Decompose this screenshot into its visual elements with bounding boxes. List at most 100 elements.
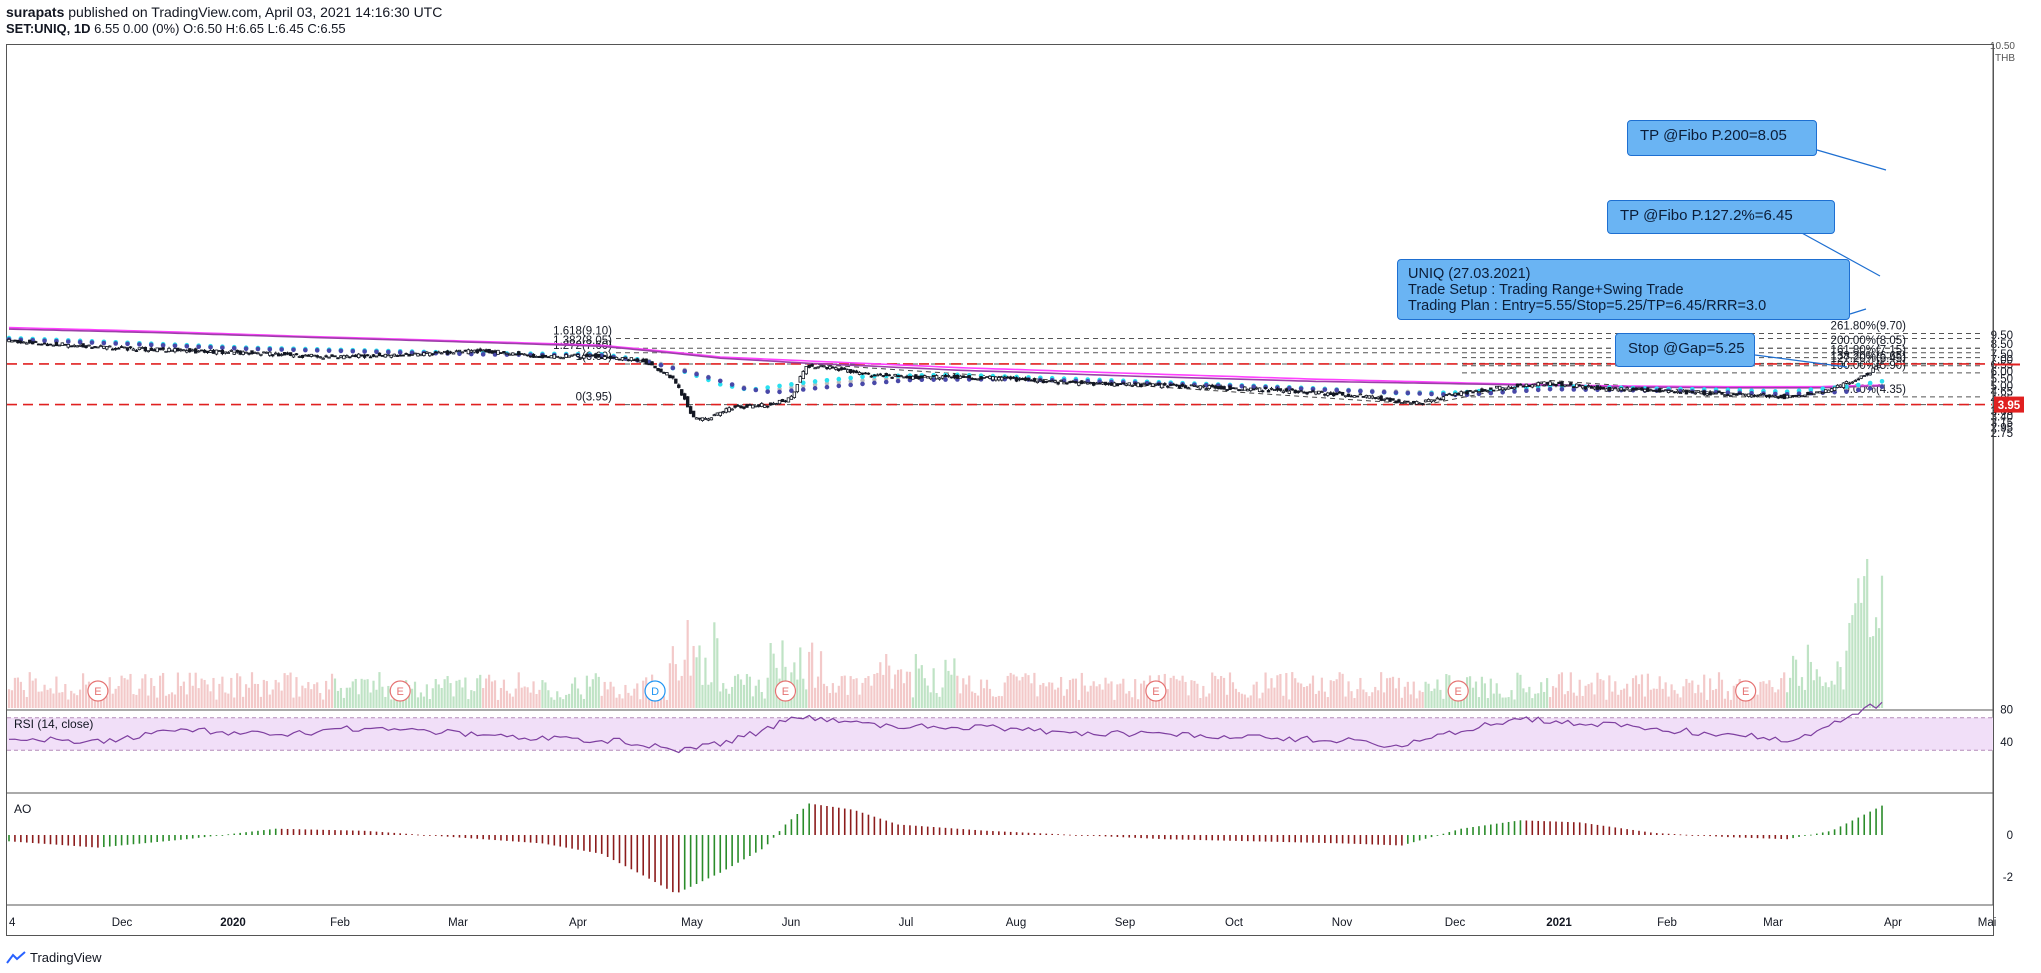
rsi-label[interactable]: RSI (14, close) [14, 717, 94, 731]
candle-body [1198, 385, 1203, 390]
ao-bar [393, 832, 396, 835]
volume-bar [796, 679, 799, 708]
ao-bar [677, 835, 680, 893]
volume-bar [1460, 698, 1463, 708]
ao-label[interactable]: AO [14, 802, 32, 816]
dividend-marker-icon [644, 680, 666, 702]
ema-dot [1867, 386, 1873, 391]
candle-body [857, 372, 862, 375]
volume-bar [1620, 689, 1623, 708]
volume-bar [117, 685, 120, 708]
candle-body [1337, 391, 1342, 394]
volume-bar [1480, 676, 1484, 708]
volume-bar [1783, 672, 1786, 708]
candle-body [167, 347, 171, 352]
ao-bar [749, 835, 751, 856]
volume-bar [102, 692, 105, 708]
volume-bar [1142, 680, 1146, 708]
candle-body [795, 384, 800, 393]
ao-bar [1169, 835, 1172, 840]
candle-body [1586, 385, 1591, 388]
volume-bar [40, 691, 43, 708]
volume-bar [855, 678, 858, 708]
volume-bar [1851, 615, 1854, 708]
candle-body [958, 375, 963, 379]
volume-bar [627, 692, 630, 708]
callout-tp-200[interactable]: TP @Fibo P.200=8.05 [1627, 120, 1817, 156]
candle-body [1192, 385, 1197, 387]
author-name[interactable]: surapats [6, 4, 65, 20]
volume-bar [1288, 699, 1291, 708]
callout-trade-plan[interactable]: UNIQ (27.03.2021) Trade Setup : Trading … [1397, 259, 1850, 320]
volume-bar [1477, 697, 1481, 708]
volume-bar [233, 697, 236, 708]
candle-body [1083, 381, 1087, 384]
ao-bar [1175, 835, 1178, 840]
volume-bar [1732, 685, 1735, 708]
ao-bar [903, 824, 905, 835]
level-price-tag [1994, 396, 2024, 413]
footer-brand[interactable]: TradingView [6, 950, 102, 965]
candle-body [828, 365, 832, 370]
candle-body [1323, 393, 1327, 396]
candle-body [1764, 394, 1769, 398]
volume-bar [876, 672, 879, 708]
volume-bar [316, 682, 319, 708]
candle-body [1687, 390, 1692, 393]
candle-body [564, 354, 568, 358]
candle-body [807, 364, 811, 368]
candle-body [893, 373, 897, 377]
ema-dot [89, 340, 95, 345]
ao-bar [14, 835, 16, 842]
ao-bar [1235, 835, 1237, 841]
ao-bar [1442, 833, 1445, 835]
ao-bar [897, 824, 899, 835]
candle-body [1011, 376, 1016, 379]
volume-bar [191, 685, 194, 708]
candle-body [733, 405, 737, 408]
candle-body [1415, 401, 1419, 405]
candle-body [1142, 382, 1146, 385]
ema-dot [1867, 380, 1873, 386]
candle-body [386, 354, 391, 357]
volume-bar [144, 674, 147, 708]
volume-bar [1199, 697, 1202, 708]
candle-body [235, 349, 239, 353]
candle-body [644, 358, 648, 365]
candle-body [324, 355, 328, 358]
candle-body [1862, 375, 1866, 377]
candle-body [706, 418, 711, 421]
candle-body [1278, 388, 1283, 391]
candle-body [45, 343, 50, 347]
volume-bar [1080, 672, 1083, 708]
candle-body [691, 410, 696, 418]
ao-bar [85, 835, 87, 847]
candle-body [1204, 388, 1208, 390]
ao-bar [1738, 835, 1741, 838]
candle-body [119, 346, 124, 348]
volume-bar [206, 684, 209, 708]
ema-dot [777, 389, 782, 395]
callout-tp-127[interactable]: TP @Fibo P.127.2%=6.45 [1607, 200, 1835, 234]
candle-body [1094, 382, 1099, 385]
ao-bar [120, 835, 123, 846]
candle-body [348, 356, 352, 359]
candle-body [1554, 383, 1558, 387]
volume-bar [1240, 693, 1243, 708]
ema-dot [836, 380, 842, 385]
volume-bar [879, 662, 882, 708]
callout-stop[interactable]: Stop @Gap=5.25 [1615, 333, 1755, 367]
candle-body [1465, 390, 1469, 395]
candle-body [931, 375, 936, 377]
ema-dot [789, 388, 794, 393]
ema-dot [208, 344, 213, 350]
candle-body [1349, 395, 1354, 398]
ao-bar [1833, 829, 1836, 835]
volume-bar [425, 684, 428, 708]
volume-bar [1842, 689, 1845, 708]
volume-bar [576, 688, 580, 708]
ao-tick-label: 0 [2007, 830, 2013, 842]
candle-body [1086, 382, 1090, 385]
ao-bar [91, 835, 93, 848]
